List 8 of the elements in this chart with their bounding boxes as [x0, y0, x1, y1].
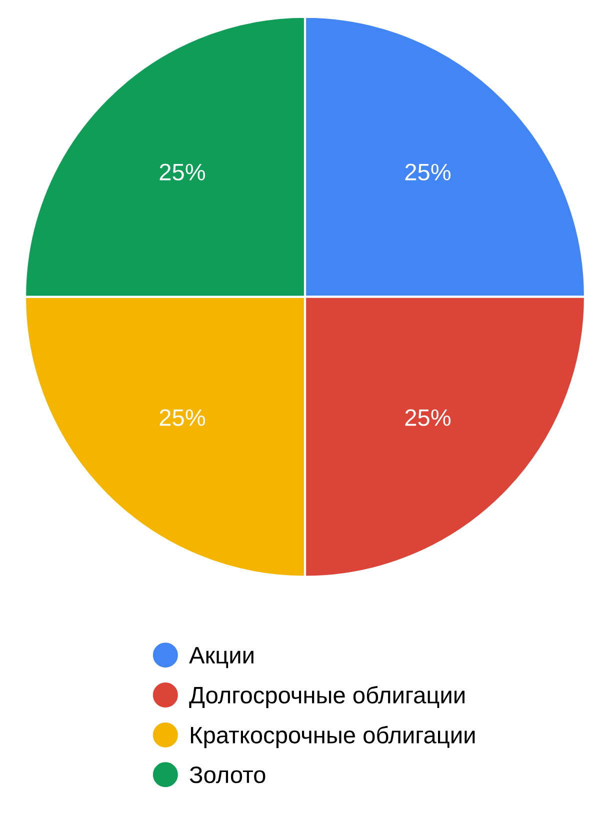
legend-label: Краткосрочные облигации [190, 726, 475, 748]
data-label: 25% [160, 164, 206, 180]
data-label: 25% [405, 409, 451, 426]
legend-label: Акции [189, 647, 254, 668]
legend-label: Золото [190, 766, 266, 784]
data-label: 25% [405, 164, 451, 180]
data-label: 25% [160, 409, 206, 426]
legend-label: Долгосрочные облигации [189, 686, 464, 708]
